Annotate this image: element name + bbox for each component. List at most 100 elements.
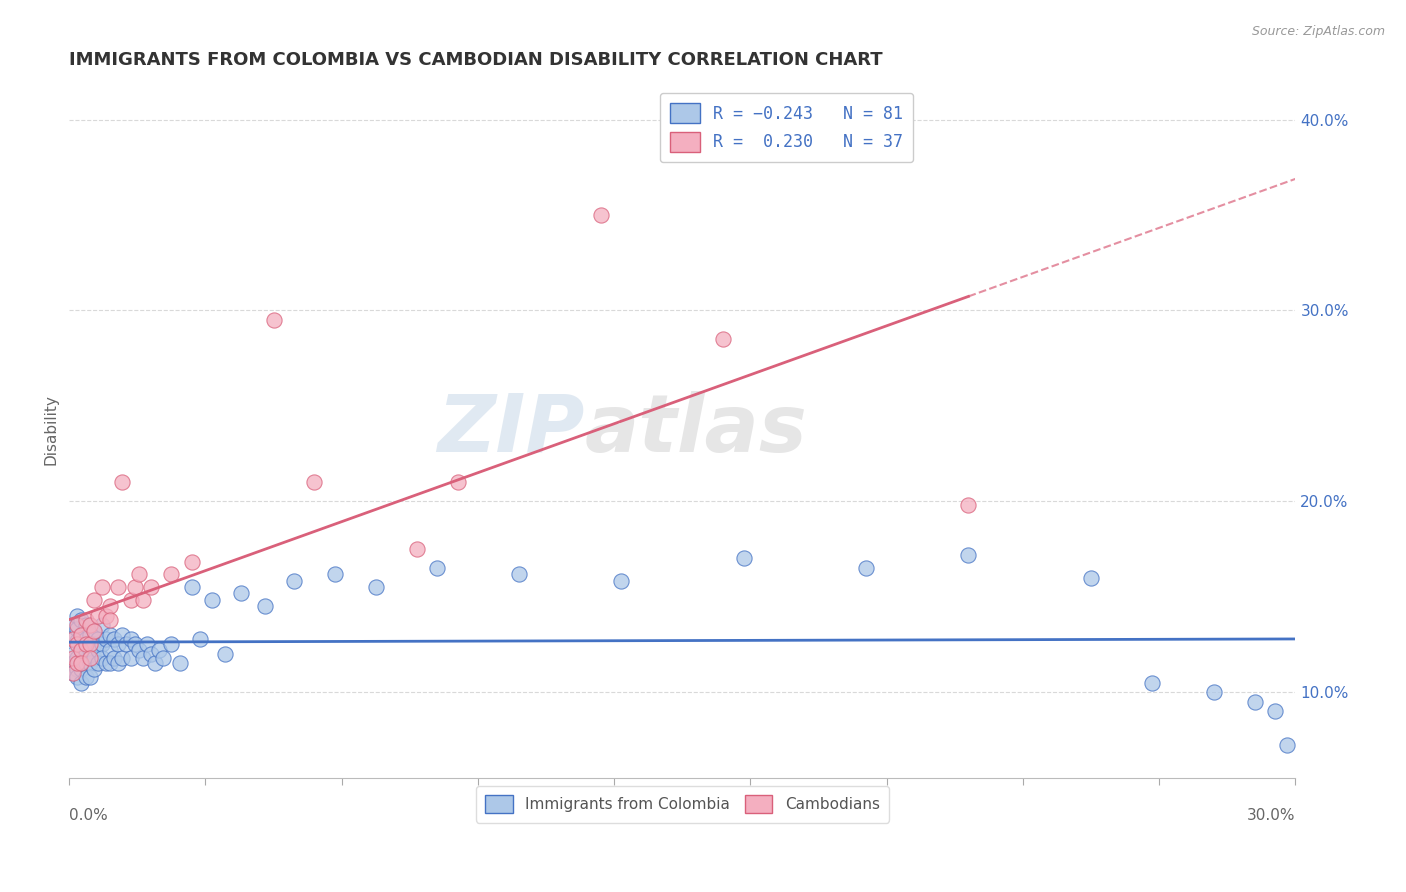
Point (66, 662, 89, 676)
Point (180, 580, 202, 594)
Point (70, 662, 93, 676)
Point (75, 618, 97, 632)
Point (70, 613, 93, 627)
Point (323, 566, 346, 581)
Point (111, 628, 134, 642)
Point (70, 675, 93, 690)
Point (66, 637, 89, 651)
Point (66, 633, 89, 648)
Point (111, 650, 134, 665)
Point (62, 618, 84, 632)
Point (62, 632, 84, 646)
Point (143, 657, 166, 671)
Text: Source: ZipAtlas.com: Source: ZipAtlas.com (1251, 25, 1385, 38)
Point (70, 628, 93, 642)
Point (66, 650, 89, 665)
Point (70, 643, 93, 657)
Point (83, 624, 105, 638)
Point (139, 647, 162, 661)
Point (1202, 685, 1225, 699)
Point (75, 637, 97, 651)
Point (1243, 695, 1265, 709)
Point (214, 647, 236, 661)
Point (263, 313, 285, 327)
Point (107, 657, 129, 671)
Y-axis label: Disability: Disability (44, 394, 58, 465)
Point (188, 632, 211, 646)
Point (120, 593, 142, 607)
Point (75, 657, 97, 671)
Point (152, 650, 174, 665)
Point (83, 662, 105, 676)
Point (169, 657, 191, 671)
Point (62, 650, 84, 665)
Point (283, 574, 305, 589)
Point (66, 608, 89, 623)
Point (70, 643, 93, 657)
Point (87, 608, 110, 623)
Text: 30.0%: 30.0% (1247, 808, 1295, 823)
Point (83, 624, 105, 638)
Point (132, 650, 155, 665)
Point (124, 637, 146, 651)
Point (115, 637, 138, 651)
Legend: Immigrants from Colombia, Cambodians: Immigrants from Colombia, Cambodians (475, 786, 889, 822)
Point (148, 643, 170, 657)
Point (79, 650, 101, 665)
Point (107, 637, 129, 651)
Point (87, 657, 110, 671)
Point (1264, 704, 1286, 718)
Point (957, 548, 980, 562)
Point (79, 637, 101, 651)
Text: IMMIGRANTS FROM COLOMBIA VS CAMBODIAN DISABILITY CORRELATION CHART: IMMIGRANTS FROM COLOMBIA VS CAMBODIAN DI… (69, 51, 883, 69)
Point (87, 643, 110, 657)
Point (160, 566, 183, 581)
Point (87, 632, 110, 646)
Point (79, 657, 101, 671)
Point (120, 632, 142, 646)
Point (98, 643, 121, 657)
Point (75, 670, 97, 684)
Point (103, 650, 125, 665)
Point (94, 608, 117, 623)
Point (62, 665, 84, 680)
Point (75, 632, 97, 646)
Point (90, 618, 112, 632)
Point (90, 580, 112, 594)
Point (94, 657, 117, 671)
Point (79, 670, 101, 684)
Point (62, 665, 84, 680)
Point (98, 657, 121, 671)
Point (139, 580, 162, 594)
Point (229, 586, 252, 600)
Point (128, 643, 150, 657)
Point (304, 475, 326, 489)
Text: ZIP: ZIP (437, 391, 585, 468)
Point (855, 561, 877, 575)
Point (79, 628, 101, 642)
Point (70, 655, 93, 669)
Point (90, 637, 112, 651)
Point (75, 647, 97, 661)
Point (128, 566, 150, 581)
Point (254, 599, 277, 614)
Point (98, 628, 121, 642)
Point (83, 637, 105, 651)
Point (79, 643, 101, 657)
Point (79, 618, 101, 632)
Point (132, 593, 155, 607)
Point (98, 599, 121, 614)
Text: atlas: atlas (585, 391, 807, 468)
Point (90, 650, 112, 665)
Point (111, 475, 134, 489)
Point (405, 541, 427, 556)
Point (446, 475, 468, 489)
Point (957, 498, 980, 512)
Point (70, 628, 93, 642)
Point (508, 566, 530, 581)
Point (66, 618, 89, 632)
Point (62, 647, 84, 661)
Point (1142, 675, 1164, 690)
Point (66, 670, 89, 684)
Point (66, 657, 89, 671)
